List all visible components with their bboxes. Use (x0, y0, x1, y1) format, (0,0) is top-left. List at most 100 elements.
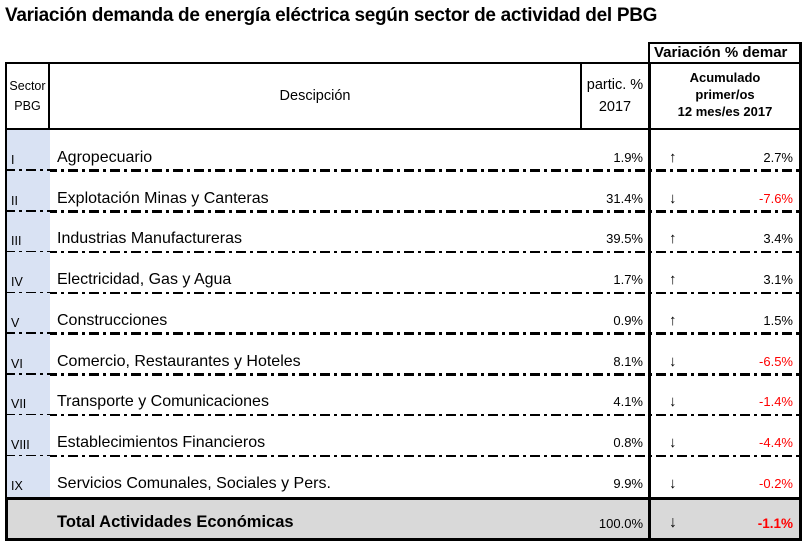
page-title: Variación demanda de energía eléctrica s… (5, 5, 658, 26)
participation-value: 8.1% (613, 353, 643, 369)
trend-arrow-icon: ↑ (669, 271, 677, 289)
sector-cell: VI (5, 333, 50, 375)
table-row: IV Electricidad, Gas y Agua 1.7% ↑ 3.1% (5, 252, 802, 294)
sector-cell: V (5, 293, 50, 334)
header-sector-line1: Sector (9, 79, 46, 93)
participation-cell: 31.4% (580, 171, 648, 212)
sector-cell: VII (5, 374, 50, 416)
trend-arrow-icon: ↓ (669, 434, 677, 452)
table-row: V Construcciones 0.9% ↑ 1.5% (5, 293, 802, 335)
sector-numeral: IX (11, 479, 23, 494)
participation-cell: 0.8% (580, 415, 648, 456)
variation-value: -1.4% (759, 394, 793, 410)
variation-cell: ↑ 1.5% (648, 293, 802, 334)
participation-value: 39.5% (606, 231, 643, 247)
participation-value: 9.9% (613, 476, 643, 492)
trend-arrow-icon: ↓ (669, 189, 677, 207)
sector-cell: IV (5, 252, 50, 294)
description-cell: Establecimientos Financieros (50, 415, 580, 456)
description-text: Explotación Minas y Canteras (57, 189, 269, 207)
table-row: IX Servicios Comunales, Sociales y Pers.… (5, 456, 802, 498)
variation-cell: ↓ -6.5% (648, 333, 802, 375)
table-row: VIII Establecimientos Financieros 0.8% ↓… (5, 415, 802, 458)
total-variation-cell: ↓ -1.1% (648, 500, 802, 538)
description-cell: Electricidad, Gas y Agua (50, 252, 580, 293)
variation-cell: ↓ -7.6% (648, 170, 802, 212)
total-participation-value: 100.0% (598, 516, 643, 531)
table-row: VI Comercio, Restaurantes y Hoteles 8.1%… (5, 333, 802, 376)
description-cell: Agropecuario (50, 130, 580, 171)
description-cell: Comercio, Restaurantes y Hoteles (50, 334, 580, 375)
variation-value: -4.4% (759, 435, 793, 451)
participation-value: 0.9% (613, 312, 643, 328)
participation-value: 1.7% (613, 272, 643, 288)
description-text: Electricidad, Gas y Agua (57, 271, 232, 289)
participation-value: 1.9% (613, 149, 643, 165)
table-row: II Explotación Minas y Canteras 31.4% ↓ … (5, 170, 802, 213)
header-acumulado-line1: Acumulado (689, 70, 761, 85)
sector-numeral: III (11, 234, 22, 249)
trend-arrow-icon: ↑ (669, 148, 677, 166)
total-row: Total Actividades Económicas 100.0% ↓ -1… (5, 497, 802, 541)
variation-cell: ↑ 3.4% (648, 211, 802, 253)
variation-value: 3.1% (763, 272, 793, 288)
participation-cell: 1.9% (580, 130, 648, 171)
variation-cell: ↓ -0.2% (648, 456, 802, 498)
header-partic-line2: 2017 (598, 99, 632, 115)
participation-cell: 39.5% (580, 212, 648, 253)
description-cell: Explotación Minas y Canteras (50, 171, 580, 212)
sector-numeral: VIII (11, 438, 30, 453)
sector-cell: IX (5, 456, 50, 498)
table-header-row: Sector PBG Descipción partic. % 2017 Acu… (5, 62, 802, 130)
variation-value: 3.4% (763, 231, 793, 247)
variation-value: -7.6% (759, 190, 793, 206)
participation-cell: 1.7% (580, 252, 648, 293)
description-cell: Industrias Manufactureras (50, 212, 580, 253)
table-row: VII Transporte y Comunicaciones 4.1% ↓ -… (5, 374, 802, 417)
description-text: Transporte y Comunicaciones (57, 393, 269, 411)
participation-value: 31.4% (606, 190, 643, 206)
description-text: Industrias Manufactureras (57, 230, 242, 248)
variation-column-caption: Variación % demar (648, 42, 802, 62)
description-text: Agropecuario (57, 148, 153, 166)
participation-cell: 8.1% (580, 334, 648, 375)
table-row: III Industrias Manufactureras 39.5% ↑ 3.… (5, 211, 802, 254)
header-participation: partic. % 2017 (580, 62, 648, 130)
sector-numeral: II (11, 193, 18, 208)
trend-arrow-icon: ↑ (669, 230, 677, 248)
variation-value: -6.5% (759, 353, 793, 369)
variation-cell: ↑ 2.7% (648, 130, 802, 171)
header-acumulado: Acumulado primer/os 12 mes/es 2017 (648, 62, 802, 130)
total-trend-arrow-icon: ↓ (669, 514, 677, 531)
table-row: I Agropecuario 1.9% ↑ 2.7% (5, 130, 802, 172)
trend-arrow-icon: ↑ (669, 311, 677, 329)
header-acumulado-line2: primer/os (695, 86, 755, 102)
description-cell: Construcciones (50, 293, 580, 334)
sector-cell: II (5, 170, 50, 212)
description-cell: Servicios Comunales, Sociales y Pers. (50, 456, 580, 497)
total-sector-cell (5, 500, 50, 538)
sector-numeral: I (11, 152, 15, 167)
table-body: I Agropecuario 1.9% ↑ 2.7% II Explotació… (5, 130, 802, 498)
header-sector-pbg: Sector PBG (5, 62, 50, 130)
header-partic-line1: partic. % (586, 76, 644, 93)
trend-arrow-icon: ↓ (669, 352, 677, 370)
total-variation-value: -1.1% (757, 516, 793, 531)
variation-value: 2.7% (763, 149, 793, 165)
sector-cell: III (5, 211, 50, 253)
sector-numeral: VII (11, 397, 27, 412)
description-text: Establecimientos Financieros (57, 434, 266, 452)
participation-cell: 9.9% (580, 456, 648, 497)
header-sector-line2: PBG (14, 99, 41, 113)
header-descripcion: Descipción (50, 62, 580, 130)
variation-value: 1.5% (763, 312, 793, 328)
variation-value: -0.2% (759, 476, 793, 492)
trend-arrow-icon: ↓ (669, 393, 677, 411)
participation-value: 4.1% (613, 394, 643, 410)
trend-arrow-icon: ↓ (669, 475, 677, 493)
sector-numeral: V (11, 315, 20, 330)
variation-cell: ↓ -4.4% (648, 415, 802, 457)
variation-cell: ↓ -1.4% (648, 374, 802, 416)
header-descripcion-label: Descipción (279, 88, 351, 104)
